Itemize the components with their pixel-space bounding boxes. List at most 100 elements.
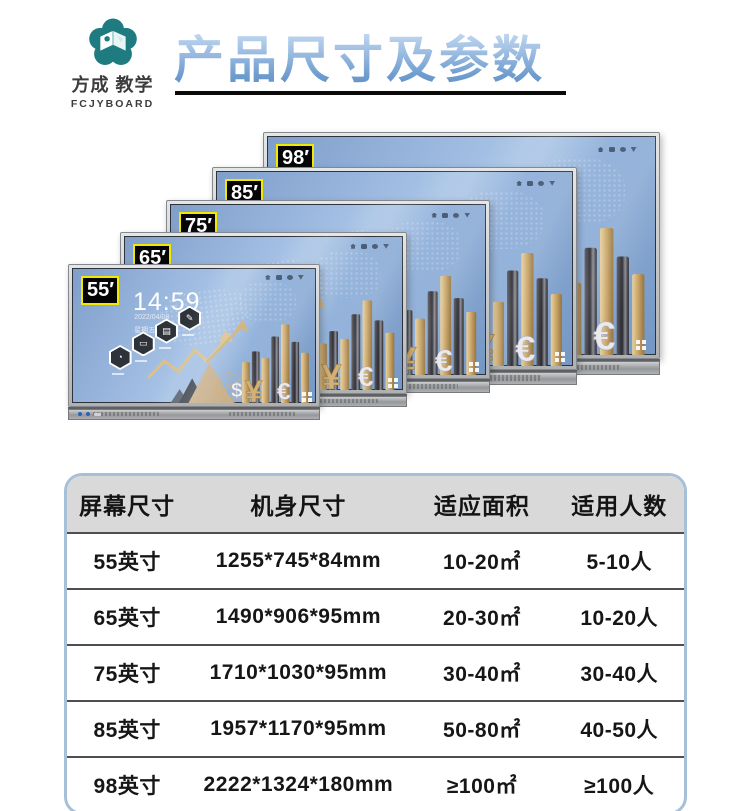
spec-table: 屏幕尺寸 机身尺寸 适应面积 适用人数 55英寸 1255*745*84mm 10-20㎡… — [67, 476, 684, 811]
table-row: 75英寸 1710*1030*95mm 30-40㎡ 30-40人 — [67, 644, 684, 701]
page-title: 产品尺寸及参数 — [174, 20, 545, 92]
table-row: 55英寸 1255*745*84mm 10-20㎡ 5-10人 — [67, 532, 684, 589]
table-cell: 20-30㎡ — [409, 588, 555, 645]
currency-dollar: $ — [231, 380, 243, 403]
size-tag: 55′ — [81, 276, 120, 305]
screen-status-icons — [431, 212, 471, 218]
brand-name-en: FCJYBOARD — [70, 98, 155, 110]
table-cell: 98英寸 — [67, 756, 188, 811]
speaker-grille — [303, 398, 379, 404]
wifi-icon — [549, 180, 556, 186]
launcher-grid-icon — [387, 378, 392, 383]
screen-status-icons — [264, 274, 304, 280]
table-cell: 5-10人 — [554, 532, 684, 589]
spec-table-body: 55英寸 1255*745*84mm 10-20㎡ 5-10人 65英寸 1490*906… — [67, 532, 684, 811]
speaker-grille — [373, 384, 458, 389]
gallery-icon — [275, 274, 282, 280]
app-icon-hexagon: ▤ — [154, 318, 178, 344]
product-display-stack: $ ¥ € 14:59 2022/04/08 星期五 — [0, 0, 750, 470]
front-ports — [78, 412, 101, 417]
gallery-icon — [442, 212, 449, 218]
record-icon — [372, 243, 379, 249]
screen-status-icons — [516, 180, 556, 186]
table-cell: 30-40人 — [554, 644, 684, 701]
usb-port — [86, 412, 90, 417]
app-icon-hexagon: ▭ — [131, 331, 155, 357]
table-row: 65英寸 1490*906*95mm 20-30㎡ 10-20人 — [67, 588, 684, 645]
screen-date: 2022/04/08 — [134, 313, 170, 321]
wallpaper-finance-graphic: $ ¥ € — [147, 319, 309, 403]
wifi-icon — [630, 146, 637, 152]
table-cell: 30-40㎡ — [409, 644, 555, 701]
column-header: 适应面积 — [409, 476, 555, 533]
screen-status-icons — [597, 146, 637, 152]
table-cell: ≥100人 — [554, 756, 684, 811]
table-cell: 10-20人 — [554, 588, 684, 645]
screen-weekday: 星期五 — [134, 326, 156, 334]
launcher-grid-icon — [636, 340, 641, 345]
record-icon — [453, 212, 460, 218]
home-icon — [597, 146, 604, 152]
record-icon — [538, 180, 545, 186]
home-icon — [350, 243, 357, 249]
table-cell: 1255*745*84mm — [187, 532, 410, 589]
table-cell: 85英寸 — [67, 700, 188, 757]
gallery-icon — [361, 243, 368, 249]
currency-euro: € — [435, 342, 453, 375]
speaker-grille — [229, 411, 295, 417]
brand-logo: 方成 教学 FCJYBOARD — [55, 16, 170, 110]
table-cell: 75英寸 — [67, 644, 188, 701]
launcher-grid-icon — [554, 352, 559, 357]
spec-table-header-row: 屏幕尺寸 机身尺寸 适应面积 适用人数 — [67, 476, 684, 533]
home-icon — [516, 180, 523, 186]
speaker-bar — [68, 407, 320, 420]
app-icon-hexagon: ◔ — [108, 344, 132, 370]
table-cell: 2222*1324*180mm — [187, 756, 410, 811]
table-cell: 50-80㎡ — [409, 700, 555, 757]
gallery-icon — [527, 180, 534, 186]
record-icon — [286, 274, 293, 280]
table-cell: ≥100㎡ — [409, 756, 555, 811]
currency-euro: € — [516, 330, 536, 366]
currency-yen: ¥ — [245, 374, 263, 403]
currency-yen: ¥ — [322, 357, 342, 390]
speaker-grille — [93, 411, 159, 417]
gallery-icon — [608, 146, 615, 152]
currency-euro: € — [277, 379, 291, 403]
table-cell: 10-20㎡ — [409, 532, 555, 589]
flower-logo-icon — [88, 18, 137, 65]
screen-status-icons — [350, 243, 390, 249]
world-map-dots — [237, 281, 297, 322]
launcher-grid-icon — [469, 362, 474, 367]
column-header: 机身尺寸 — [187, 476, 410, 533]
hdmi-port — [94, 412, 101, 416]
wifi-icon — [464, 212, 471, 218]
currency-euro: € — [593, 315, 615, 355]
record-icon — [619, 146, 626, 152]
brand-name-cn: 方成 教学 — [71, 75, 154, 95]
home-icon — [431, 212, 438, 218]
table-cell: 65英寸 — [67, 588, 188, 645]
speaker-grille — [445, 375, 541, 381]
world-map-dots — [313, 251, 381, 298]
wifi-icon — [383, 243, 390, 249]
table-cell: 55英寸 — [67, 532, 188, 589]
spec-table-container: 屏幕尺寸 机身尺寸 适应面积 适用人数 55英寸 1255*745*84mm 10-20㎡… — [64, 473, 687, 811]
table-row: 98英寸 2222*1324*180mm ≥100㎡ ≥100人 — [67, 756, 684, 811]
table-cell: 40-50人 — [554, 700, 684, 757]
table-row: 85英寸 1957*1170*95mm 50-80㎡ 40-50人 — [67, 700, 684, 757]
display-55-inch: $ ¥ € 14:59 2022/04/08 星期五 — [68, 264, 320, 420]
wifi-icon — [297, 274, 304, 280]
usb-port — [78, 412, 82, 417]
column-header: 适用人数 — [554, 476, 684, 533]
column-header: 屏幕尺寸 — [67, 476, 188, 533]
currency-euro: € — [358, 362, 374, 390]
app-icon-hexagon: ✎ — [178, 305, 202, 331]
launcher-grid-icon — [302, 392, 307, 397]
title-underline — [175, 91, 566, 95]
home-icon — [264, 274, 271, 280]
display-frame: $ ¥ € 14:59 2022/04/08 星期五 — [68, 264, 320, 407]
table-cell: 1957*1170*95mm — [187, 700, 410, 757]
table-cell: 1710*1030*95mm — [187, 644, 410, 701]
